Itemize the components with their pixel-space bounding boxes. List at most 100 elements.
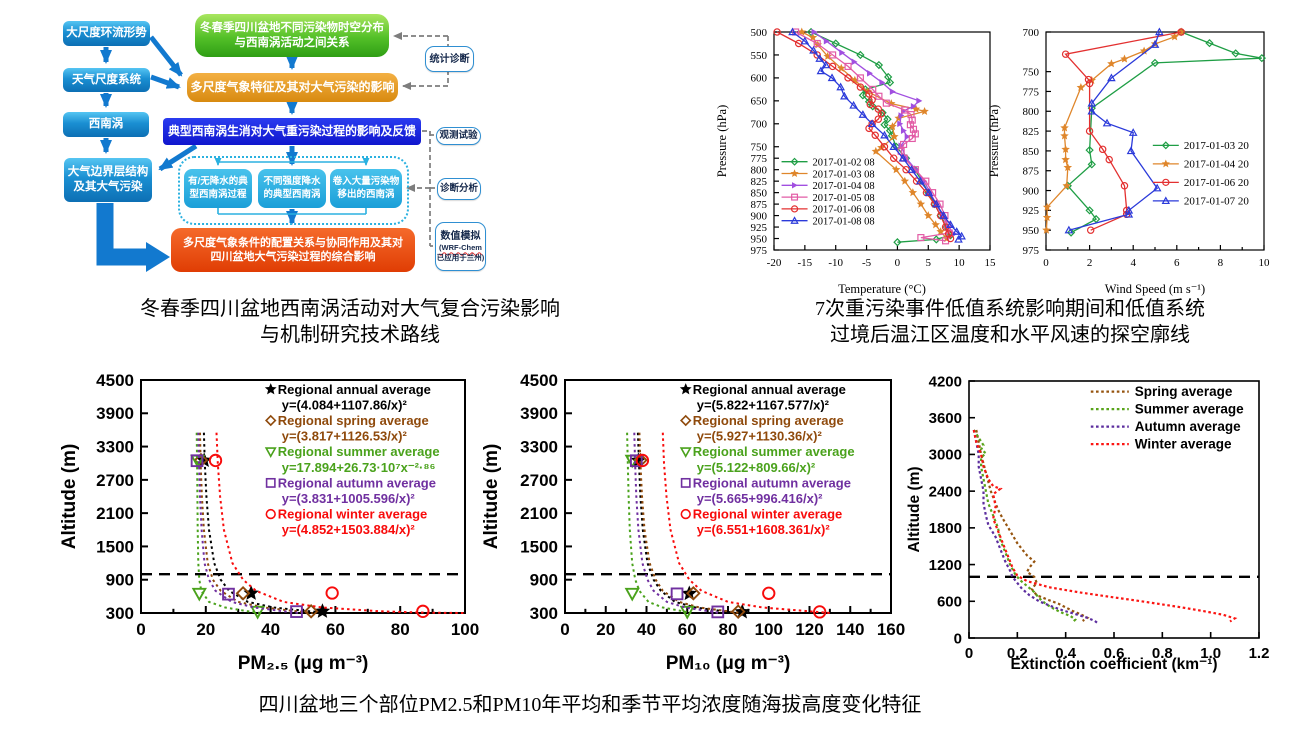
svg-text:2017-01-04 08: 2017-01-04 08 (813, 181, 875, 192)
svg-text:y=(4.084+1107.86/x)²: y=(4.084+1107.86/x)² (282, 397, 408, 412)
svg-text:4500: 4500 (96, 371, 134, 390)
svg-text:775: 775 (751, 153, 768, 165)
svg-text:2017-01-06 08: 2017-01-06 08 (813, 205, 875, 216)
svg-text:2017-01-02 08: 2017-01-02 08 (813, 158, 875, 169)
method-box-simulation-title: 数值模拟 (440, 231, 481, 243)
svg-text:3900: 3900 (96, 404, 134, 423)
svg-text:40: 40 (261, 620, 280, 639)
svg-text:80: 80 (719, 620, 738, 639)
svg-text:2017-01-07 20: 2017-01-07 20 (1184, 196, 1250, 208)
svg-text:2017-01-04 20: 2017-01-04 20 (1184, 159, 1250, 171)
svg-text:Extinction coefficient (km⁻¹): Extinction coefficient (km⁻¹) (1010, 656, 1217, 673)
svg-text:Regional annual average: Regional annual average (278, 382, 431, 397)
svg-text:Pressure (hPa): Pressure (hPa) (987, 105, 1001, 178)
svg-text:1800: 1800 (929, 520, 962, 537)
svg-text:20: 20 (196, 620, 215, 639)
svg-text:0.8: 0.8 (1152, 645, 1173, 662)
svg-text:y=17.894+26.73·10⁷x⁻²·⁸⁶: y=17.894+26.73·10⁷x⁻²·⁸⁶ (282, 460, 436, 475)
svg-text:3000: 3000 (929, 447, 962, 464)
svg-text:1.0: 1.0 (1200, 645, 1221, 662)
svg-text:6: 6 (1174, 257, 1180, 269)
svg-text:2700: 2700 (520, 471, 558, 490)
flow-box-synoptic: 天气尺度系统 (63, 68, 150, 92)
svg-text:700: 700 (751, 119, 768, 131)
svg-text:3600: 3600 (929, 410, 962, 427)
svg-text:1.2: 1.2 (1249, 645, 1270, 662)
svg-text:Regional autumn average: Regional autumn average (278, 475, 436, 490)
svg-text:140: 140 (836, 620, 864, 639)
svg-text:2017-01-05 08: 2017-01-05 08 (813, 193, 875, 204)
svg-text:Altitude (m): Altitude (m) (906, 466, 923, 552)
method-box-statistical: 统计诊断 (425, 46, 474, 72)
svg-text:y=(5.927+1130.36/x)²: y=(5.927+1130.36/x)² (697, 429, 823, 444)
svg-text:100: 100 (755, 620, 783, 639)
svg-text:10: 10 (954, 257, 966, 269)
svg-text:4: 4 (1130, 257, 1136, 269)
flow-box-boundary-layer: 大气边界层结构 及其大气污染 (64, 158, 152, 202)
svg-text:Regional autumn average: Regional autumn average (693, 475, 851, 490)
svg-text:950: 950 (1023, 225, 1040, 237)
flowchart-arrows (96, 32, 449, 272)
svg-text:900: 900 (1023, 185, 1040, 197)
svg-text:650: 650 (751, 96, 768, 108)
svg-text:y=(6.551+1608.361/x)²: y=(6.551+1608.361/x)² (697, 522, 831, 537)
wind-speed-profile-chart: 0 2 4 6 8 10 700 750 775 800 825 850 875 900 925 950 975… (987, 27, 1270, 296)
svg-text:300: 300 (106, 604, 134, 623)
svg-text:2100: 2100 (96, 504, 134, 523)
svg-text:Pressure (hPa): Pressure (hPa) (715, 105, 729, 178)
svg-text:PM₁₀ (μg m⁻³): PM₁₀ (μg m⁻³) (666, 653, 791, 674)
method-box-diagnosis: 诊断分析 (437, 178, 481, 200)
svg-text:950: 950 (751, 233, 768, 245)
svg-text:0: 0 (954, 630, 962, 647)
svg-text:-5: -5 (862, 257, 872, 269)
svg-text:2017-01-06 20: 2017-01-06 20 (1184, 177, 1250, 189)
svg-text:Regional summer average: Regional summer average (278, 444, 440, 459)
method-box-simulation-model: (WRF-Chem (439, 243, 482, 253)
svg-text:4500: 4500 (520, 371, 558, 390)
svg-text:900: 900 (751, 210, 768, 222)
svg-text:700: 700 (1023, 27, 1040, 39)
svg-text:160: 160 (877, 620, 905, 639)
svg-text:750: 750 (751, 142, 768, 154)
svg-text:Altitude (m): Altitude (m) (59, 444, 80, 550)
svg-text:Summer average: Summer average (1135, 402, 1244, 417)
extinction-altitude-chart: 0 0.2 0.4 0.6 0.8 1.0 1.2 0 600 1200 1800 2400 3000 3… (906, 373, 1270, 673)
svg-text:0: 0 (136, 620, 145, 639)
svg-text:y=(5.822+1167.577/x)²: y=(5.822+1167.577/x)² (697, 397, 830, 412)
svg-text:2400: 2400 (929, 483, 962, 500)
svg-text:2017-01-03 20: 2017-01-03 20 (1184, 140, 1250, 152)
svg-text:1200: 1200 (929, 557, 962, 574)
method-box-simulation-note: 已应用于兰州) (436, 253, 485, 262)
flow-box-relationship: 冬春季四川盆地不同污染物时空分布 与西南涡活动之间关系 (195, 14, 389, 57)
svg-text:80: 80 (391, 620, 410, 639)
svg-text:825: 825 (1023, 126, 1040, 138)
svg-text:0.2: 0.2 (1007, 645, 1028, 662)
svg-text:825: 825 (751, 176, 768, 188)
svg-text:3300: 3300 (520, 438, 558, 457)
svg-text:800: 800 (1023, 106, 1040, 118)
svg-text:975: 975 (751, 245, 768, 257)
svg-text:850: 850 (1023, 146, 1040, 158)
svg-text:60: 60 (326, 620, 345, 639)
flow-box-multiscale-meteo: 多尺度气象特征及其对大气污染的影响 (187, 73, 398, 102)
svg-text:-10: -10 (828, 257, 843, 269)
svg-text:1500: 1500 (520, 537, 558, 556)
svg-text:300: 300 (530, 604, 558, 623)
svg-text:100: 100 (451, 620, 479, 639)
svg-text:1500: 1500 (96, 537, 134, 556)
svg-text:3900: 3900 (520, 404, 558, 423)
svg-text:Regional annual average: Regional annual average (693, 382, 846, 397)
svg-text:750: 750 (1023, 66, 1040, 78)
svg-text:2100: 2100 (520, 504, 558, 523)
pm10-altitude-chart: 0 20 40 60 80 100 120 140 160 300 900 1500 2100 2700 3… (481, 371, 905, 674)
svg-text:20: 20 (596, 620, 615, 639)
svg-text:Altitude (m): Altitude (m) (481, 444, 502, 550)
flow-box-typical-vortex: 典型西南涡生消对大气重污染过程的影响及反馈 (163, 118, 421, 145)
svg-text:Regional spring average: Regional spring average (693, 413, 844, 428)
svg-text:0: 0 (1043, 257, 1049, 269)
method-box-simulation: 数值模拟 (WRF-Chem 已应用于兰州) (435, 222, 486, 271)
svg-text:500: 500 (751, 27, 768, 39)
svg-text:Temperature (°C): Temperature (°C) (838, 282, 926, 296)
svg-text:Wind Speed (m s⁻¹): Wind Speed (m s⁻¹) (1105, 282, 1205, 296)
svg-text:875: 875 (751, 199, 768, 211)
